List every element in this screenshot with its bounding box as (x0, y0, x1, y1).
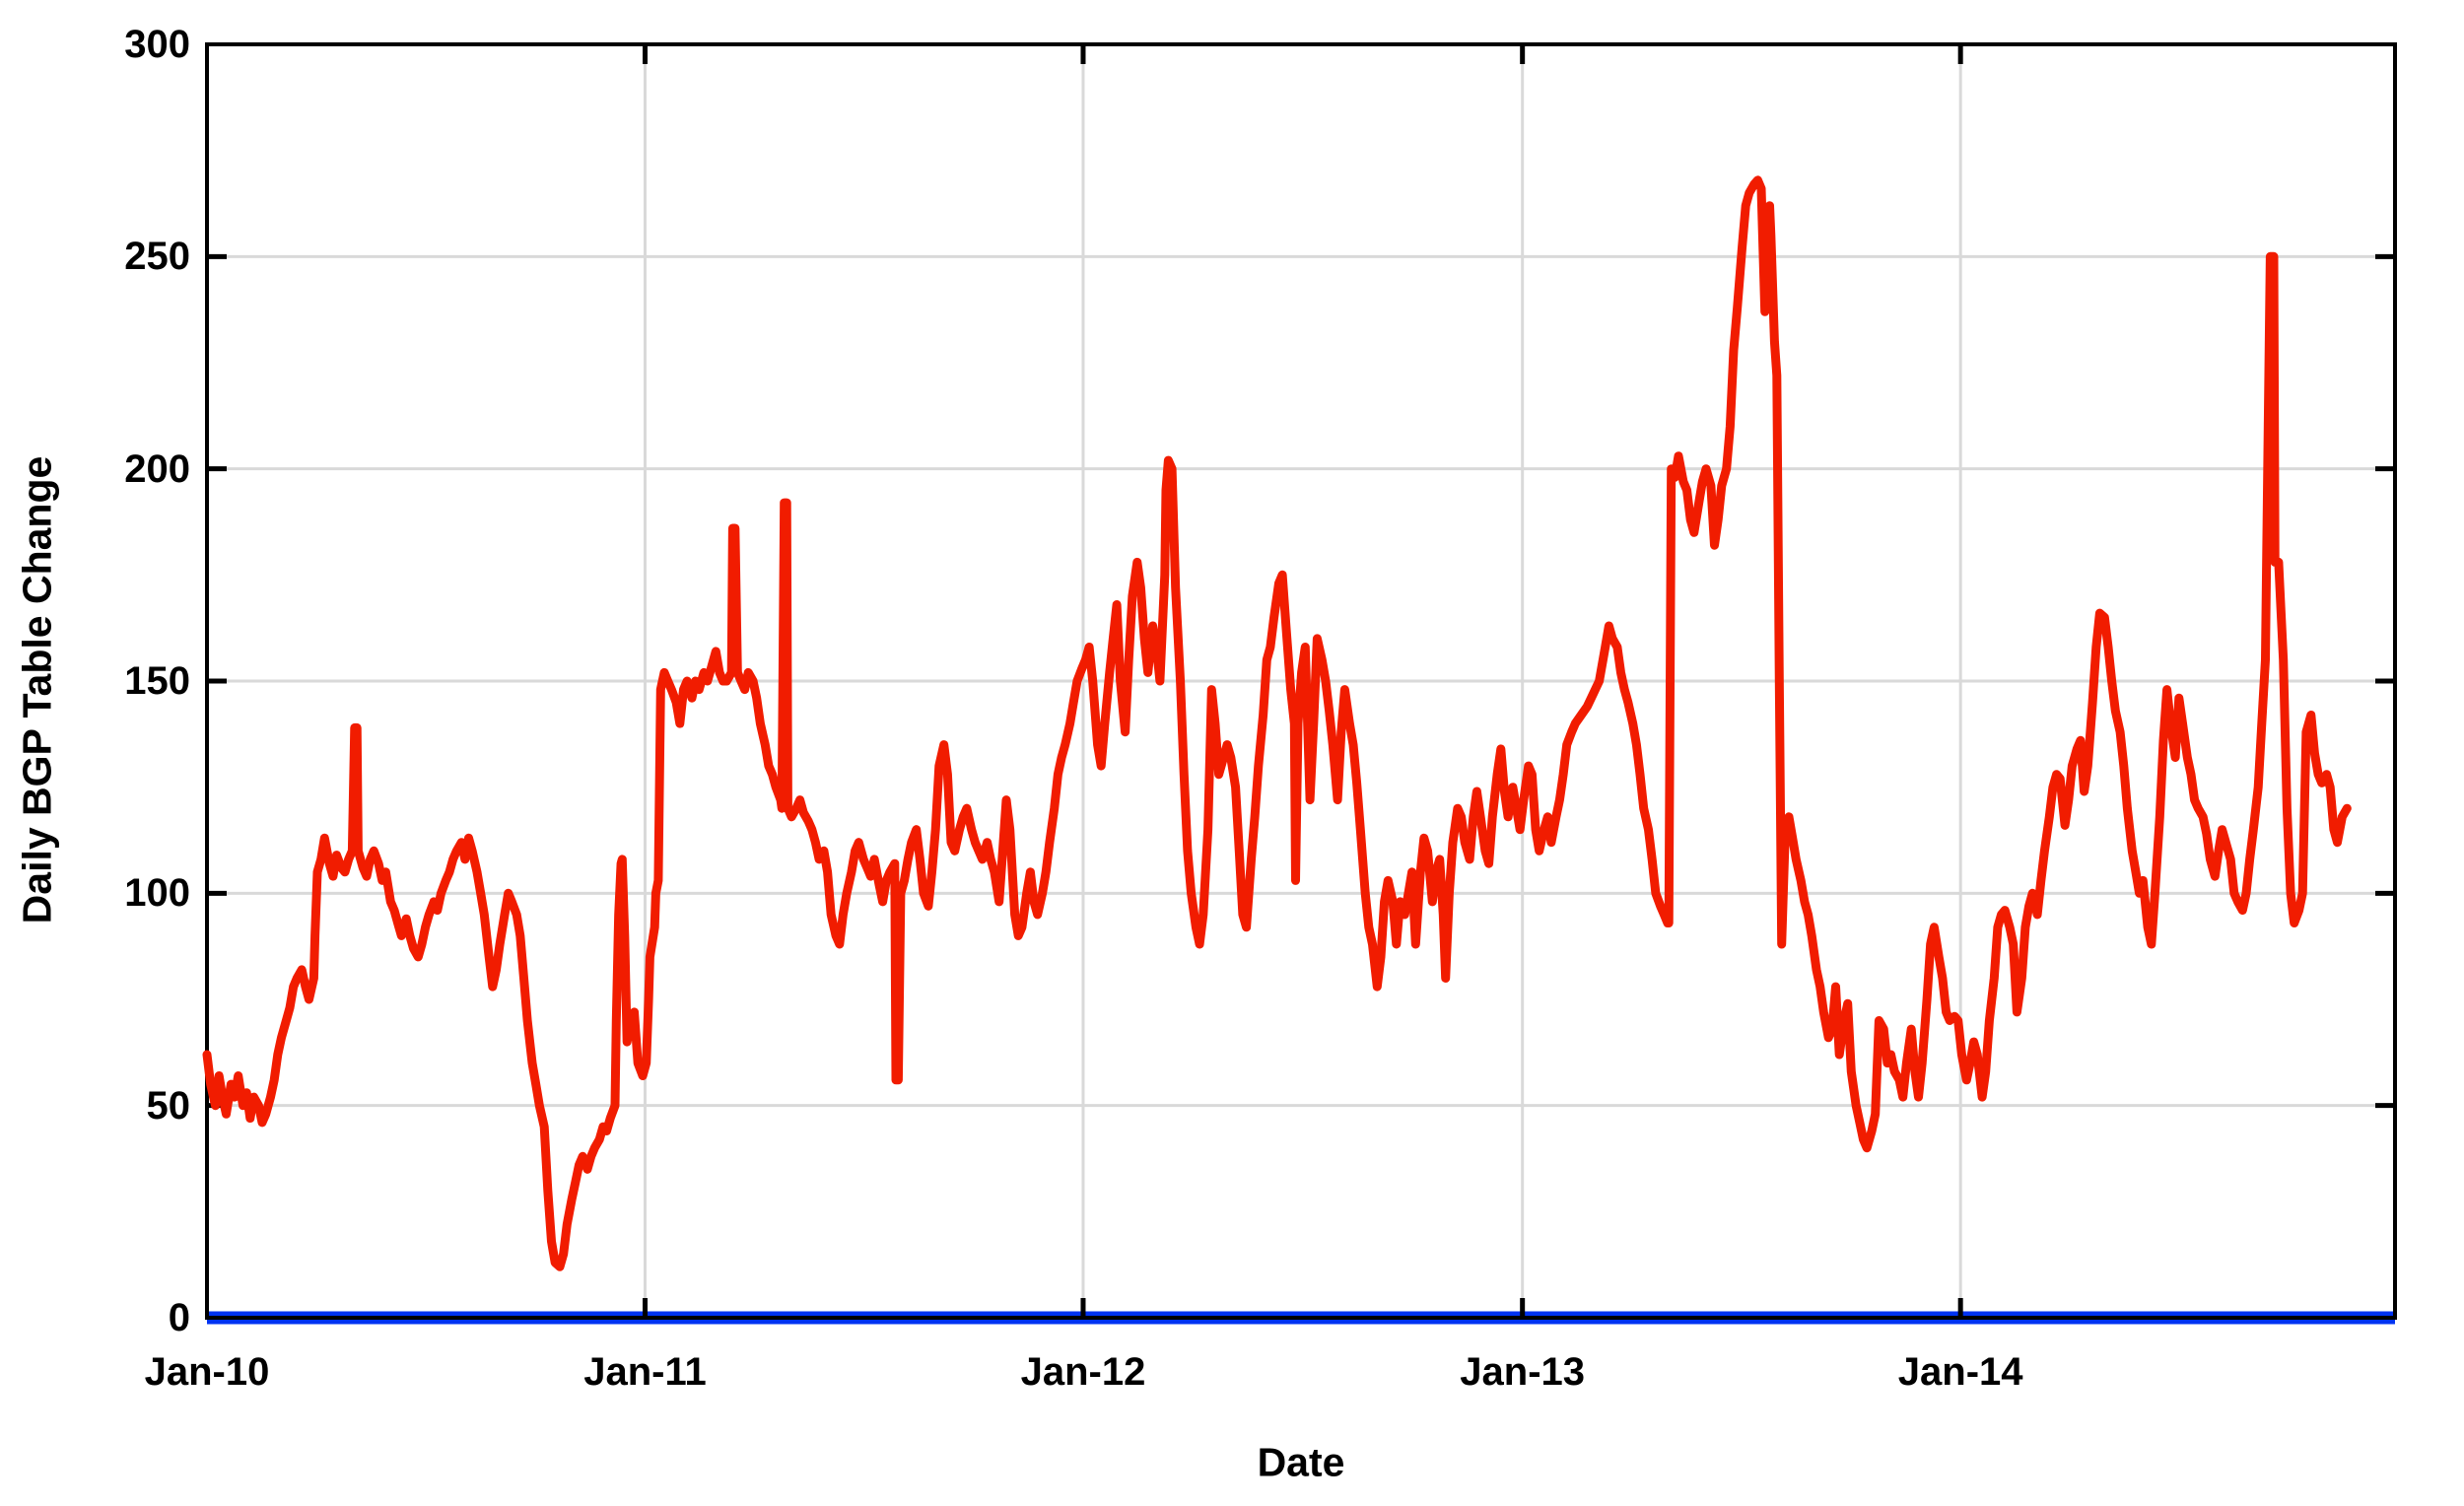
y-tick-label: 300 (124, 23, 190, 66)
y-tick-label: 0 (168, 1296, 190, 1339)
bgp-change-series-line (202, 175, 2352, 1271)
x-tick-label: Jan-11 (583, 1350, 707, 1394)
y-tick-label: 200 (124, 446, 190, 491)
y-tick-label: 100 (124, 871, 190, 916)
y-tick-label: 150 (124, 659, 190, 703)
x-tick-label: Jan-10 (144, 1350, 270, 1394)
y-tick-label: 50 (146, 1083, 191, 1128)
y-tick-label: 250 (124, 235, 190, 279)
x-tick-label: Jan-12 (1020, 1350, 1146, 1394)
x-tick-label: Jan-13 (1460, 1350, 1586, 1394)
x-tick-label: Jan-14 (1897, 1350, 2023, 1394)
x-axis-title: Date (1257, 1439, 1345, 1485)
